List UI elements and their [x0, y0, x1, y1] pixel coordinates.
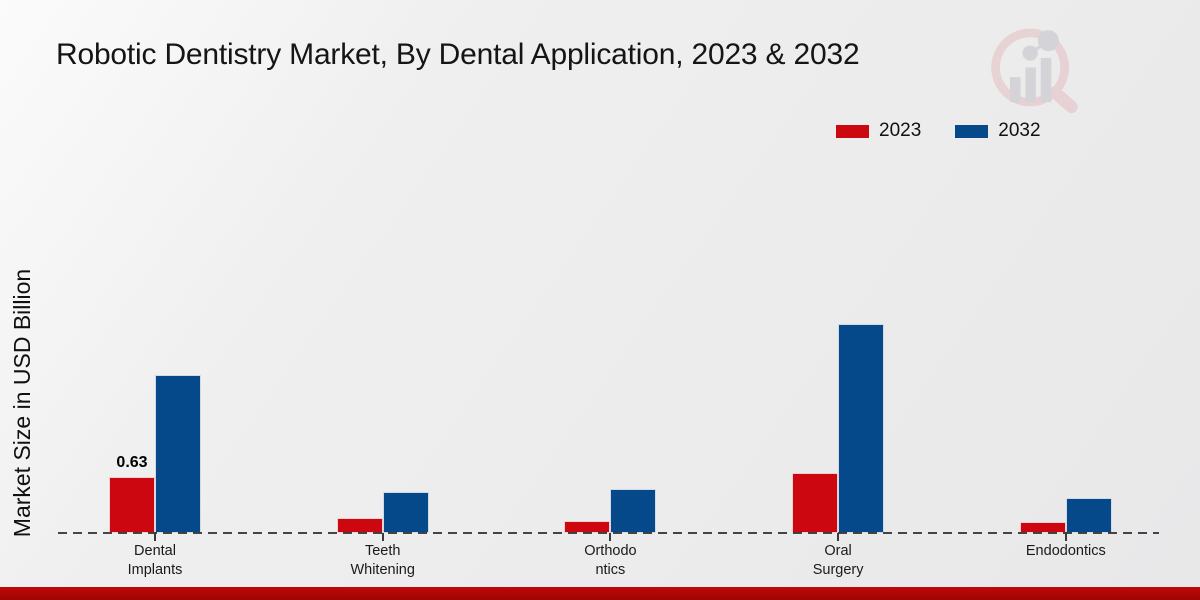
bar-2023-oral-surgery — [792, 473, 839, 533]
bar-2032-dental-implants — [155, 375, 201, 533]
category-label-endodontics: Endodontics — [1025, 543, 1106, 559]
category-label-orthodontics: Orthodo ntics — [584, 543, 637, 578]
legend-label-2032: 2032 — [998, 120, 1041, 141]
x-tick-oral-surgery — [837, 533, 840, 541]
bar-2023-dental-implants — [109, 477, 155, 533]
x-tick-dental-implants — [154, 533, 156, 541]
legend: 2023 2032 — [836, 120, 1041, 142]
x-tick-orthodontics — [609, 533, 612, 541]
bar-2032-teeth-whitening — [382, 492, 429, 533]
x-tick-endodontics — [1064, 533, 1067, 541]
x-tick-teeth-whitening — [381, 533, 384, 541]
data-label-2023-dental-implants: 0.63 — [116, 454, 148, 471]
category-label-dental-implants: Dental Implants — [127, 543, 183, 578]
bar-2032-endodontics — [1065, 498, 1112, 533]
legend-item-2023: 2023 — [836, 120, 921, 142]
category-label-oral-surgery: Oral Surgery — [812, 543, 864, 578]
zero-baseline — [58, 532, 1159, 534]
chart-title: Robotic Dentistry Market, By Dental Appl… — [56, 38, 860, 71]
legend-label-2023: 2023 — [879, 120, 922, 141]
bar-2032-oral-surgery — [838, 324, 885, 533]
legend-item-2032: 2032 — [955, 120, 1041, 142]
market-research-future-logo-icon — [991, 28, 1078, 114]
bar-2023-teeth-whitening — [336, 518, 383, 533]
bottom-red-strip — [0, 587, 1200, 600]
bar-2032-orthodontics — [610, 489, 657, 533]
category-label-teeth-whitening: Teeth Whitening — [350, 543, 415, 578]
legend-swatch-2023 — [836, 124, 869, 138]
legend-swatch-2032 — [955, 124, 989, 138]
